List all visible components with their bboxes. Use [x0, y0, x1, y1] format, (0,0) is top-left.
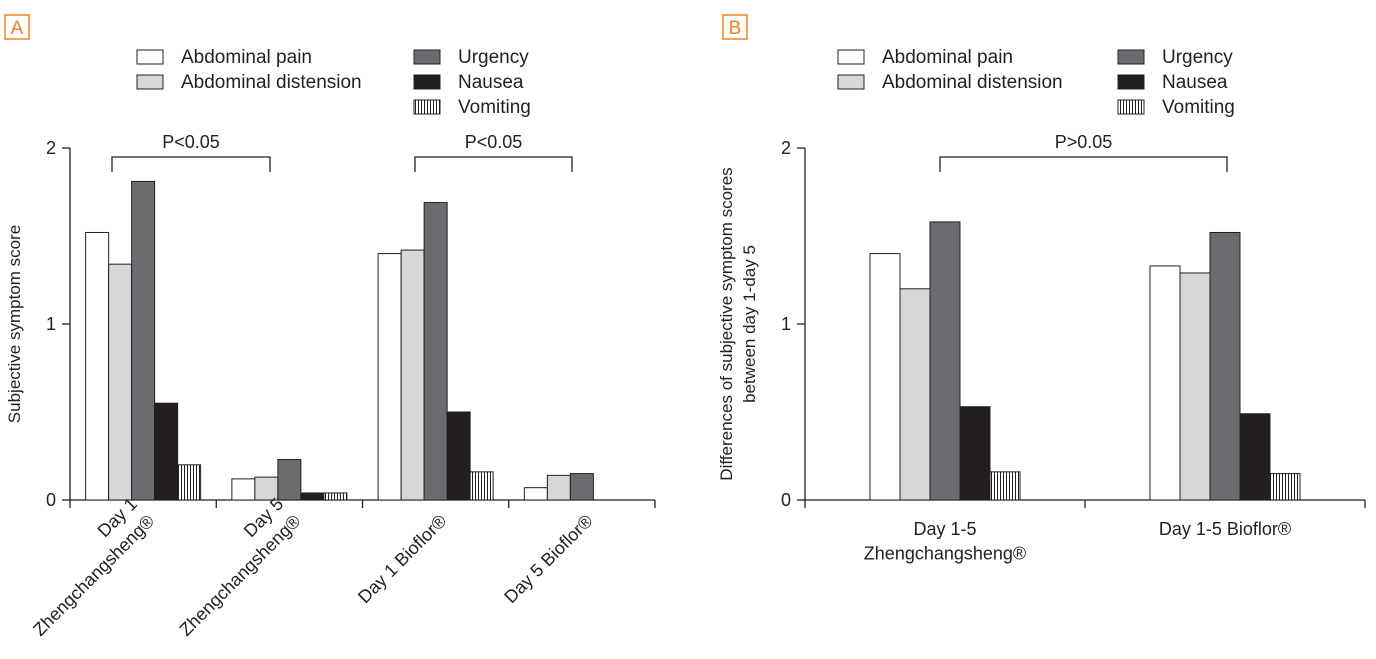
legend-label: Vomiting [1162, 97, 1235, 118]
significance-label: P>0.05 [1055, 132, 1113, 152]
bar [1149, 265, 1181, 501]
bar [400, 249, 425, 501]
bar [231, 478, 256, 501]
y-tick-label: 2 [781, 138, 791, 158]
significance-bracket [111, 156, 271, 172]
bar [1179, 272, 1211, 501]
significance-label: P<0.05 [465, 132, 523, 152]
legend-swatch [1117, 49, 1145, 65]
legend-label: Urgency [458, 47, 529, 68]
bar [300, 492, 325, 501]
y-axis-label: Subjective symptom score [5, 225, 24, 423]
panel-label: B [729, 18, 742, 39]
panel: A 0 1 2 Subjective symptom score Day 1Zhengch… [4, 14, 656, 640]
bar [177, 464, 202, 501]
legend-swatch [413, 49, 441, 65]
legend-swatch [413, 74, 441, 90]
bar [323, 492, 348, 501]
panel-label-box [4, 14, 30, 40]
legend-label: Nausea [1162, 72, 1228, 93]
bar [899, 288, 931, 501]
significance-bracket [414, 156, 573, 172]
bar [1239, 413, 1271, 501]
legend-label: Vomiting [458, 97, 531, 118]
legend-swatch [1117, 74, 1145, 90]
legend-swatch [837, 49, 865, 65]
significance-label: P<0.05 [162, 132, 220, 152]
legend-label: Abdominal pain [181, 47, 312, 68]
legend-swatch [1117, 99, 1145, 115]
panel: B 0 1 2 Differences of subjective symptom sc… [717, 14, 1366, 563]
bar [869, 253, 901, 501]
bar [131, 180, 156, 501]
legend-label: Abdominal distension [181, 72, 362, 93]
panel-label: A [11, 18, 24, 39]
bar [959, 406, 991, 501]
y-tick-label: 1 [46, 314, 56, 334]
x-tick-label: Day 1 Bioflor® [354, 511, 450, 607]
bar [377, 253, 402, 501]
legend-label: Urgency [1162, 47, 1233, 68]
bar [423, 202, 448, 501]
bar [469, 471, 494, 501]
bar [523, 487, 548, 501]
bar [446, 411, 471, 501]
bar [1269, 473, 1301, 501]
significance-bracket [939, 156, 1228, 172]
legend-label: Abdominal distension [882, 72, 1063, 93]
legend-swatch [136, 49, 164, 65]
bar [1209, 231, 1241, 501]
bar [929, 221, 961, 501]
bar [154, 402, 179, 501]
bar [277, 459, 302, 501]
legend-label: Abdominal pain [882, 47, 1013, 68]
y-tick-label: 2 [46, 138, 56, 158]
x-tick-label: Day 5Zhengchangsheng® [158, 494, 304, 640]
y-axis-label: Differences of subjective symptom scores… [717, 167, 759, 480]
bar [989, 471, 1021, 501]
y-tick-label: 0 [46, 490, 56, 510]
x-tick-label: Day 5 Bioflor® [500, 511, 596, 607]
legend-swatch [837, 74, 865, 90]
bar [85, 231, 110, 501]
panel-label-box [722, 14, 748, 40]
legend-swatch [413, 99, 441, 115]
x-tick-label: Day 1Zhengchangsheng® [12, 494, 158, 640]
bar [108, 263, 133, 501]
legend-label: Nausea [458, 72, 524, 93]
y-tick-label: 1 [781, 314, 791, 334]
x-tick-label: Day 1-5 Bioflor® [1159, 519, 1291, 539]
x-tick-label: Day 1-5 Zhengchangsheng® [864, 519, 1026, 563]
legend-swatch [136, 74, 164, 90]
bar [569, 473, 594, 501]
y-tick-label: 0 [781, 490, 791, 510]
bar [546, 474, 571, 501]
